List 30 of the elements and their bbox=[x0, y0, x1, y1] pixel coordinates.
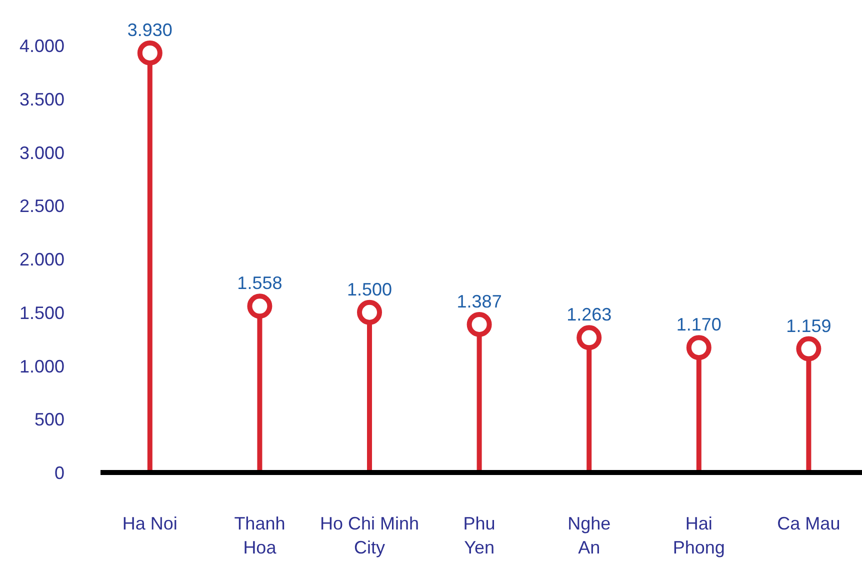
data-label: 1.159 bbox=[786, 316, 832, 336]
data-label: 1.170 bbox=[676, 314, 722, 335]
point bbox=[247, 294, 272, 319]
data-label: 1.500 bbox=[346, 279, 392, 300]
y-tick-label: 1.000 bbox=[19, 356, 65, 376]
data-label: 1.387 bbox=[456, 291, 502, 312]
x-tick-label: Hai Phong bbox=[672, 514, 725, 558]
point bbox=[357, 300, 382, 325]
point bbox=[796, 336, 822, 362]
data-label: 1.263 bbox=[566, 304, 612, 325]
y-tick-label: 500 bbox=[34, 410, 65, 430]
y-tick-label: 0 bbox=[54, 463, 65, 483]
x-tick-label: Phu Yen bbox=[463, 514, 496, 558]
y-tick-label: 2.000 bbox=[19, 250, 65, 270]
x-tick-label: Ho Chi Minh City bbox=[320, 514, 420, 558]
y-tick-label: 2.500 bbox=[19, 196, 65, 216]
y-tick-label: 4.000 bbox=[19, 36, 65, 56]
point bbox=[686, 335, 712, 360]
x-tick-label: Ha Noi bbox=[122, 514, 178, 534]
y-tick-label: 3.500 bbox=[19, 89, 65, 110]
point bbox=[466, 312, 492, 337]
point bbox=[137, 40, 162, 66]
data-label: 3.930 bbox=[127, 20, 172, 40]
y-tick-label: 1.500 bbox=[19, 302, 65, 323]
y-tick-label: 3.000 bbox=[19, 142, 65, 163]
x-tick-label: Nghe An bbox=[568, 514, 611, 558]
data-label: 1.558 bbox=[237, 273, 282, 294]
x-tick-label: Ca Mau bbox=[777, 514, 840, 534]
point bbox=[576, 325, 602, 350]
x-tick-label: Thanh Hoa bbox=[234, 514, 286, 558]
